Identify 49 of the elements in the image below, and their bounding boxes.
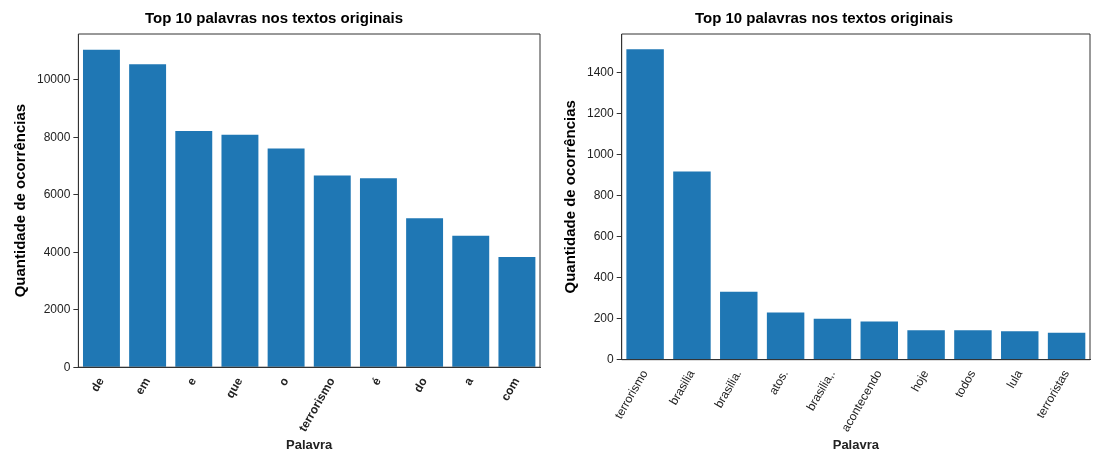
bar bbox=[954, 330, 992, 360]
y-tick-label: 8000 bbox=[43, 129, 71, 144]
x-tick-label: do bbox=[410, 374, 431, 395]
x-tick-label: em bbox=[132, 374, 154, 397]
y-axis-title: Quantidade de ocorrências bbox=[561, 100, 579, 294]
x-tick-label: o bbox=[275, 374, 292, 389]
x-tick-label: e bbox=[183, 374, 200, 388]
y-tick-label: 0 bbox=[607, 352, 615, 366]
bar bbox=[452, 235, 490, 367]
y-tick-label: 200 bbox=[593, 311, 615, 326]
x-tick-label: é bbox=[368, 374, 385, 388]
chart-title: Top 10 palavras nos textos originais bbox=[694, 9, 954, 27]
bar bbox=[82, 49, 120, 367]
x-tick-label: lula bbox=[1003, 367, 1026, 391]
y-tick-label: 2000 bbox=[43, 302, 71, 317]
x-tick-label: a bbox=[460, 374, 477, 388]
x-axis-title: Palavra bbox=[286, 436, 334, 452]
x-tick-label: que bbox=[222, 374, 246, 401]
y-tick-label: 6000 bbox=[43, 187, 71, 202]
bar bbox=[359, 178, 397, 367]
bar bbox=[406, 218, 444, 367]
y-tick-label: 1200 bbox=[586, 106, 615, 121]
y-tick-label: 1000 bbox=[586, 147, 615, 162]
bar bbox=[720, 291, 758, 360]
bar bbox=[175, 131, 213, 367]
bar bbox=[129, 64, 167, 367]
y-tick-label: 600 bbox=[593, 229, 615, 244]
y-tick-label: 10000 bbox=[36, 72, 71, 87]
bar bbox=[907, 330, 945, 360]
y-tick-label: 400 bbox=[593, 270, 615, 285]
y-tick-label: 0 bbox=[63, 359, 71, 374]
bar bbox=[766, 312, 805, 360]
x-tick-label: de bbox=[87, 374, 108, 395]
bar bbox=[1001, 331, 1039, 360]
bar bbox=[813, 318, 852, 360]
bar bbox=[1047, 332, 1086, 360]
bar bbox=[626, 49, 664, 360]
bar bbox=[673, 171, 711, 360]
y-tick-label: 800 bbox=[593, 188, 615, 203]
y-tick-label: 4000 bbox=[43, 244, 71, 259]
y-axis-title: Quantidade de ocorrências bbox=[11, 103, 29, 298]
bar bbox=[313, 175, 351, 367]
y-tick-label: 1400 bbox=[586, 65, 615, 80]
x-axis-title: Palavra bbox=[832, 436, 880, 452]
bar bbox=[498, 256, 536, 367]
bar bbox=[221, 134, 259, 367]
bar bbox=[860, 321, 898, 360]
bar bbox=[267, 148, 305, 367]
chart-title: Top 10 palavras nos textos originais bbox=[144, 9, 404, 27]
